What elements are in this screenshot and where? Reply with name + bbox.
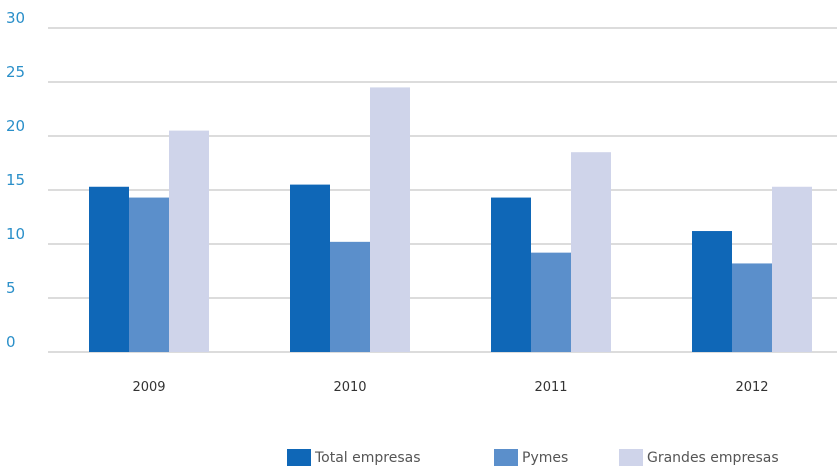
y-tick-label-10: 10 — [6, 225, 25, 243]
legend: Total empresas Pymes Grandes empresas — [0, 447, 837, 468]
legend-label-pymes: Pymes — [522, 449, 569, 466]
bar-2011-grandes-empresas — [571, 152, 611, 352]
x-tick-label-2010: 2010 — [333, 380, 366, 395]
legend-label-grandes-empresas: Grandes empresas — [647, 449, 779, 466]
y-tick-label-15: 15 — [6, 171, 25, 189]
y-tick-label-20: 20 — [6, 117, 25, 135]
x-axis-ticks: 2009 2010 2011 2012 — [132, 380, 768, 395]
y-tick-label-5: 5 — [6, 279, 16, 297]
y-tick-label-0: 0 — [6, 333, 16, 351]
bar-2009-total-empresas — [89, 186, 129, 352]
bar-2009-grandes-empresas — [169, 130, 209, 352]
x-tick-label-2011: 2011 — [534, 380, 567, 395]
legend-swatch-grandes-empresas — [619, 449, 643, 466]
legend-swatch-pymes — [494, 449, 518, 466]
bar-2010-total-empresas — [290, 184, 330, 352]
bar-2010-pymes — [330, 241, 370, 352]
legend-label-total-empresas: Total empresas — [315, 449, 421, 466]
legend-swatch-total-empresas — [287, 449, 311, 466]
bar-2011-total-empresas — [491, 197, 531, 352]
bar-2012-pymes — [732, 263, 772, 352]
bar-2010-grandes-empresas — [370, 87, 410, 353]
bar-2009-pymes — [129, 197, 169, 352]
legend-item-pymes: Pymes — [494, 449, 568, 466]
bars — [89, 87, 812, 353]
bar-chart: 0 5 10 15 20 25 30 2009 2010 2011 2012 — [6, 9, 837, 395]
bar-2011-pymes — [531, 252, 571, 352]
bar-2012-total-empresas — [692, 231, 732, 352]
bar-2012-grandes-empresas — [772, 186, 812, 352]
y-tick-label-30: 30 — [6, 9, 25, 27]
y-tick-label-25: 25 — [6, 63, 25, 81]
y-axis-ticks: 0 5 10 15 20 25 30 — [6, 9, 25, 351]
x-tick-label-2012: 2012 — [735, 380, 768, 395]
x-tick-label-2009: 2009 — [132, 380, 165, 395]
legend-item-grandes-empresas: Grandes empresas — [619, 449, 779, 466]
legend-item-total-empresas: Total empresas — [287, 449, 421, 466]
